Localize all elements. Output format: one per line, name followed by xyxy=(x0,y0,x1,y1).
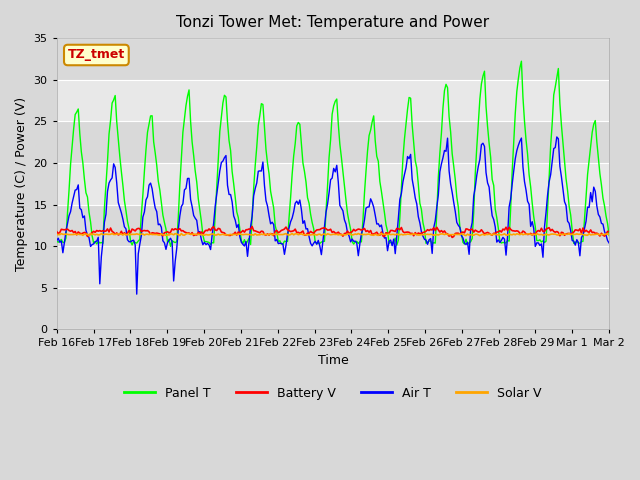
Title: Tonzi Tower Met: Temperature and Power: Tonzi Tower Met: Temperature and Power xyxy=(177,15,490,30)
Bar xyxy=(57,38,609,80)
X-axis label: Time: Time xyxy=(317,354,348,367)
Bar xyxy=(57,288,609,329)
Bar xyxy=(57,121,609,163)
Y-axis label: Temperature (C) / Power (V): Temperature (C) / Power (V) xyxy=(15,96,28,271)
Text: TZ_tmet: TZ_tmet xyxy=(68,48,125,61)
Legend: Panel T, Battery V, Air T, Solar V: Panel T, Battery V, Air T, Solar V xyxy=(119,382,547,405)
Bar xyxy=(57,204,609,246)
